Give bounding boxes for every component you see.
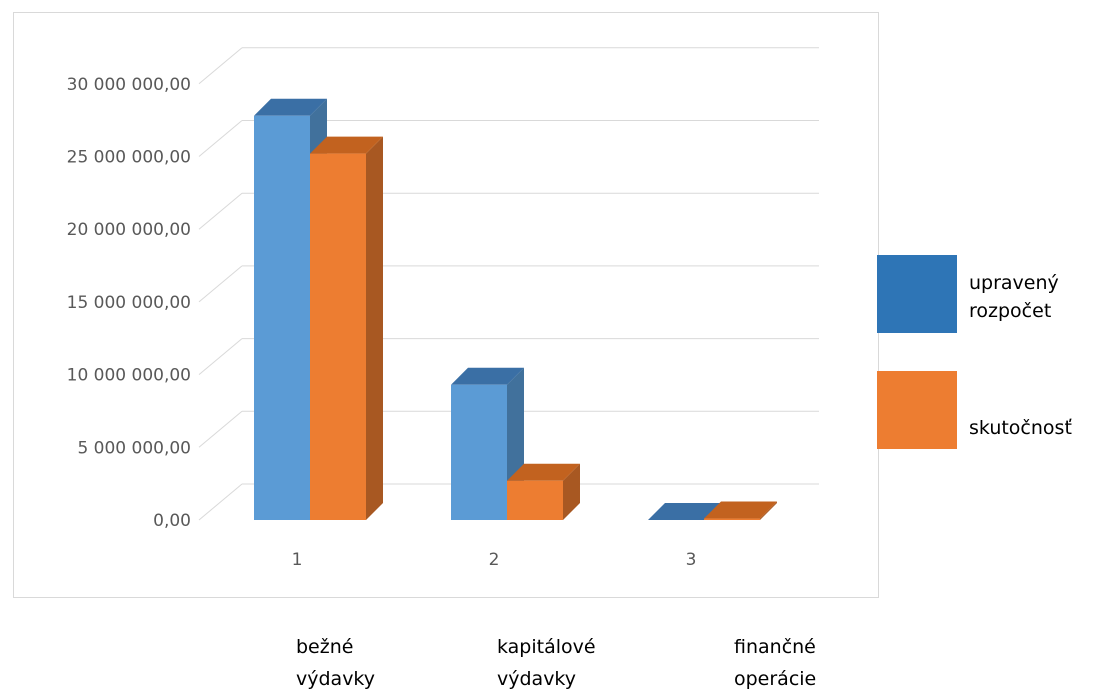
- bar-top: [648, 503, 721, 520]
- legend-swatch: [877, 255, 957, 333]
- bar-top: [254, 98, 327, 116]
- y-tick-label: 20 000 000,00: [67, 220, 191, 240]
- bar: [310, 153, 366, 521]
- x-tick-label: 2: [489, 550, 500, 570]
- gridline-depth: [198, 120, 243, 157]
- y-tick-label: 10 000 000,00: [67, 366, 191, 386]
- chart-frame: 0,00 5 000 000,00 10 000 000,00 15 000 000,…: [13, 12, 879, 598]
- bar: [254, 115, 310, 521]
- gridline-depth: [198, 47, 243, 85]
- bar-side: [366, 136, 383, 520]
- gridline-depth: [198, 265, 243, 303]
- category-description-financne-operacie: finančné operácie: [734, 636, 817, 690]
- gridline-depth: [198, 192, 243, 230]
- bar-side: [563, 463, 580, 520]
- bar: [704, 518, 760, 520]
- x-tick-label: 3: [686, 550, 697, 570]
- y-tick-label: 0,00: [153, 511, 191, 531]
- bar-top: [310, 136, 383, 154]
- y-tick-label: 25 000 000,00: [67, 148, 191, 168]
- y-tick-label: 5 000 000,00: [77, 438, 191, 458]
- x-tick-label: 1: [292, 550, 303, 570]
- legend-label: skutočnosť: [969, 417, 1072, 439]
- bar-top: [704, 501, 777, 519]
- gridline-depth: [198, 483, 243, 521]
- gridline-depth: [198, 338, 243, 375]
- bar-top: [451, 367, 524, 385]
- legend-swatch: [877, 371, 957, 449]
- category-description-kapitalove-vydavky: kapitálové výdavky: [497, 636, 596, 690]
- bar-top: [507, 463, 580, 481]
- gridline-depth: [198, 410, 243, 448]
- y-tick-label: 30 000 000,00: [67, 75, 191, 95]
- bar: [507, 480, 563, 520]
- y-tick-label: 15 000 000,00: [67, 293, 191, 313]
- category-description-bezne-vydavky: bežné výdavky: [296, 636, 376, 690]
- bar-side: [760, 501, 777, 520]
- legend-label: upravený rozpočet: [969, 272, 1059, 322]
- bar: [451, 384, 507, 520]
- bar-chart-plot: 0,00 5 000 000,00 10 000 000,00 15 000 000,…: [67, 47, 819, 570]
